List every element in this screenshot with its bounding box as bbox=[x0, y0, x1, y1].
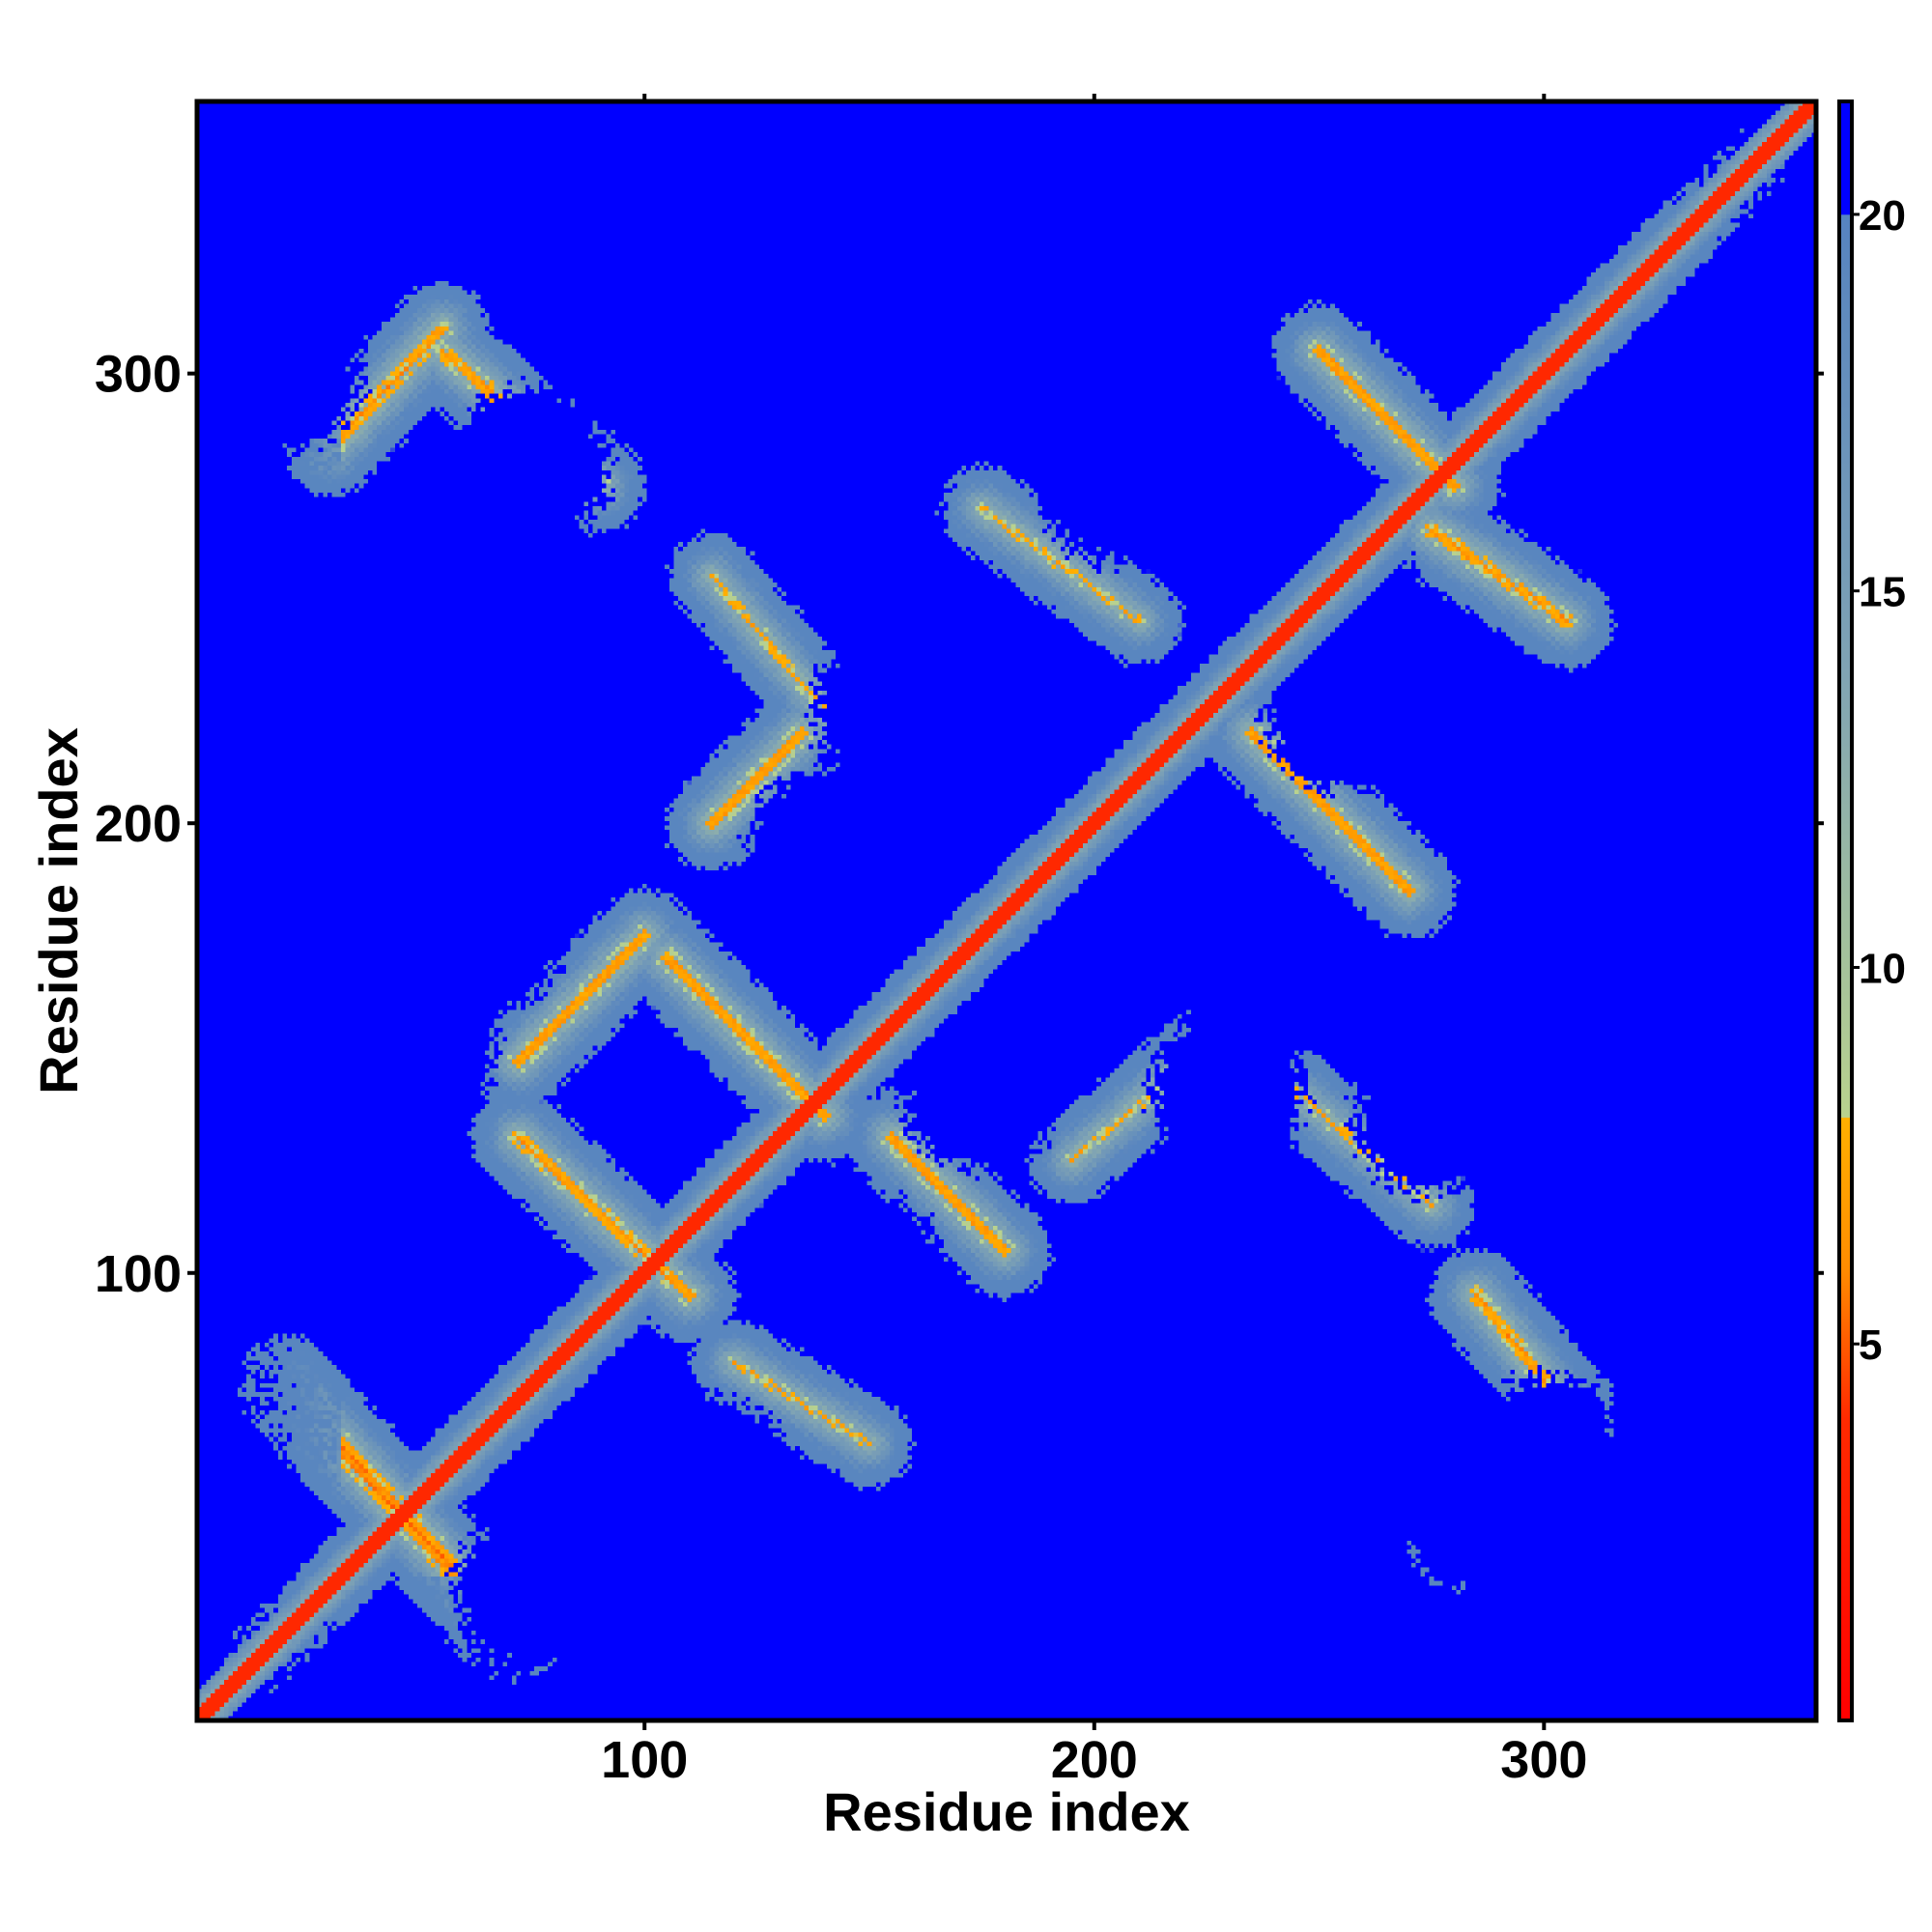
distance-heatmap bbox=[197, 101, 1816, 1720]
y-axis-ticks: 100 200 300 bbox=[95, 346, 1824, 1303]
x-tick-label: 300 bbox=[1500, 1731, 1587, 1789]
y-tick-label: 200 bbox=[95, 795, 182, 853]
y-tick-label: 300 bbox=[95, 346, 182, 404]
x-tick-label: 100 bbox=[601, 1731, 688, 1789]
colorbar-ticks: 5 10 15 20 bbox=[1852, 192, 1906, 1369]
x-axis-ticks: 100 200 300 bbox=[601, 94, 1587, 1789]
colorbar-tick-label: 5 bbox=[1859, 1321, 1882, 1369]
colorbar-gradient bbox=[1839, 101, 1852, 1720]
x-axis-title: Residue index bbox=[823, 1781, 1190, 1842]
colorbar-frame bbox=[1837, 99, 1854, 1722]
colorbar-tick-label: 15 bbox=[1859, 569, 1906, 616]
colorbar-tick-label: 10 bbox=[1859, 945, 1906, 992]
y-tick-label: 100 bbox=[95, 1245, 182, 1303]
y-axis-title: Residue index bbox=[28, 727, 89, 1094]
colorbar-tick-label: 20 bbox=[1859, 192, 1906, 240]
colorbar: 5 10 15 20 bbox=[1837, 99, 1906, 1722]
x-tick-label: 200 bbox=[1051, 1731, 1138, 1789]
plot-frame bbox=[194, 99, 1819, 1723]
